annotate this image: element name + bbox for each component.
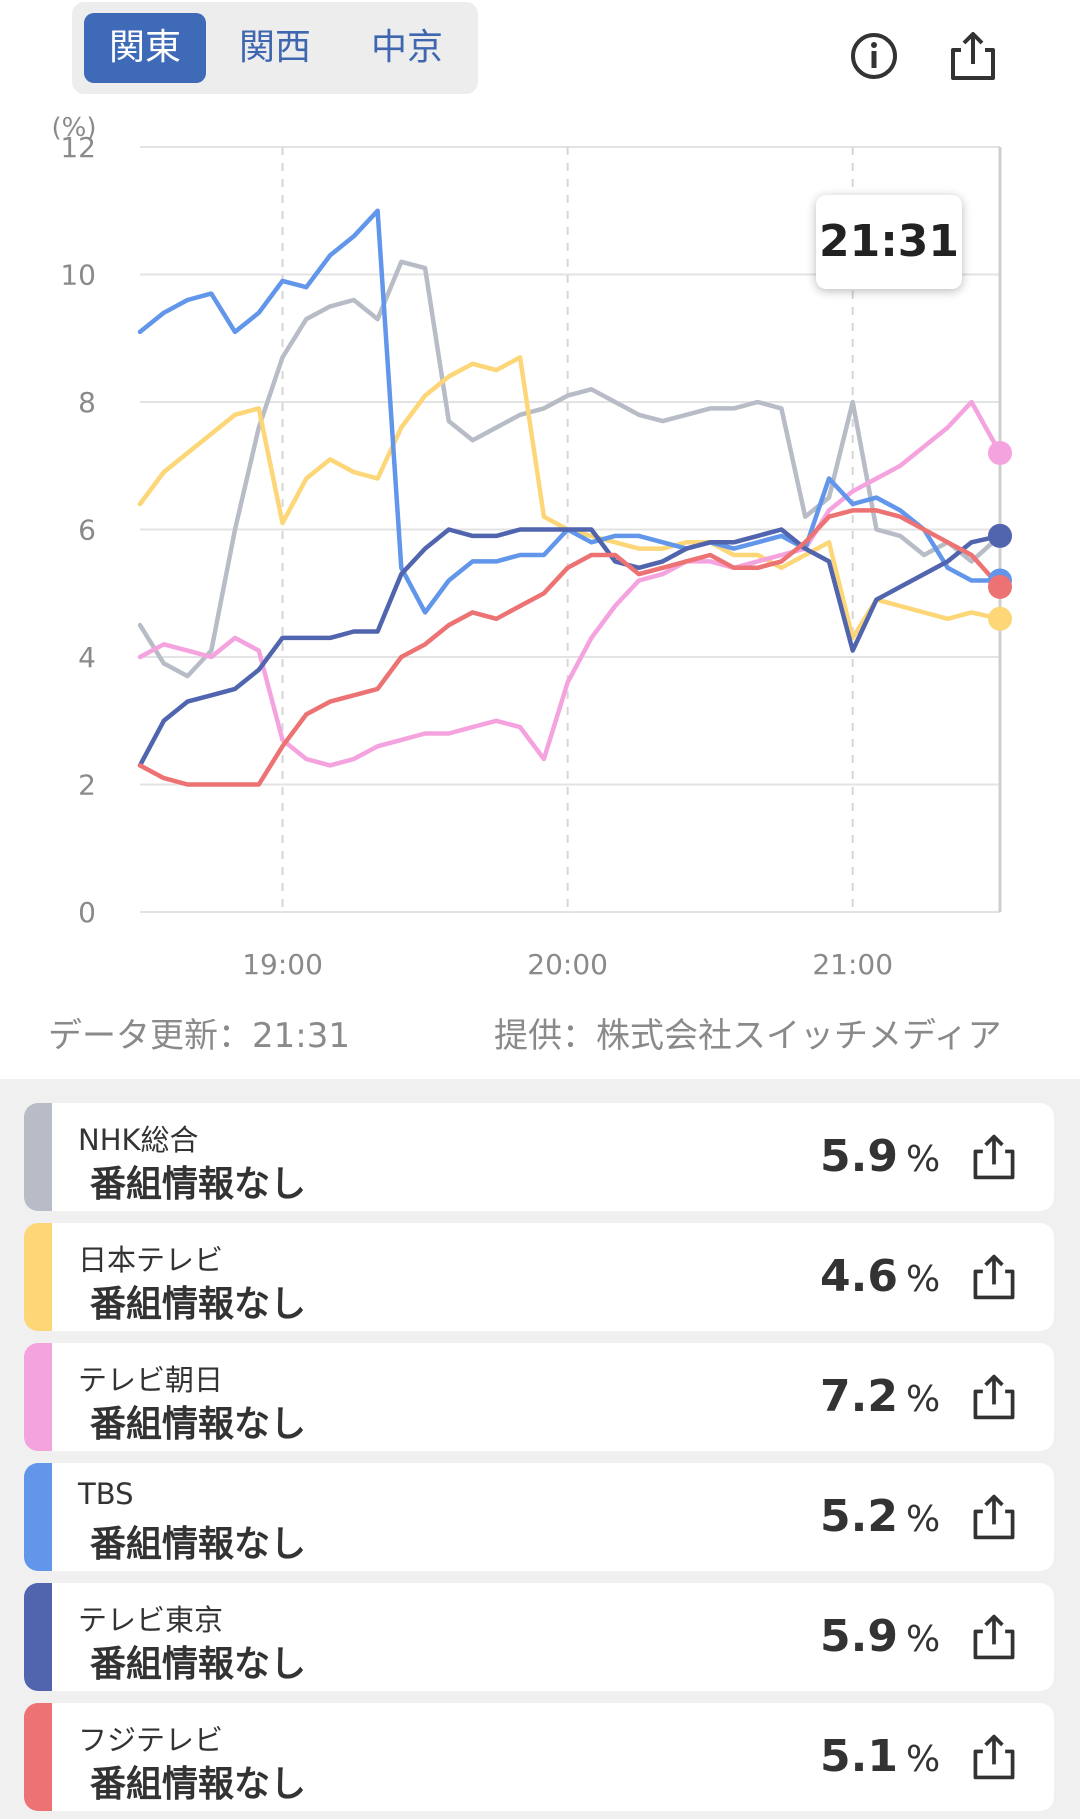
program-title: 番組情報なし <box>90 1284 307 1325</box>
series-line-0 <box>137 259 1003 679</box>
channel-color-stripe <box>24 1463 52 1571</box>
channel-color-stripe <box>24 1343 52 1451</box>
channel-name: NHK総合 <box>78 1123 199 1157</box>
line-chart: 0 2 4 6 8 10 12(%) 19:00 20:00 21:00 <box>52 113 1012 981</box>
rating-value: 7.2 <box>820 1371 898 1422</box>
x-tick-label: 21:00 <box>812 948 893 981</box>
y-tick-label: 8 <box>78 386 96 419</box>
y-tick-label: 2 <box>78 769 96 802</box>
rating-value: 5.1 <box>820 1731 898 1782</box>
series-line-2 <box>137 399 1003 768</box>
channel-color-stripe <box>24 1583 52 1691</box>
rating-value: 5.9 <box>820 1131 898 1182</box>
channel-name: フジテレビ <box>78 1723 224 1757</box>
share-icon[interactable] <box>968 1251 1020 1303</box>
series-end-dot-4 <box>988 523 1012 548</box>
y-tick-label: 6 <box>78 514 96 547</box>
channel-card-ntv[interactable]: 日本テレビ 番組情報なし 4.6 % <box>24 1223 1054 1331</box>
y-tick-label: 0 <box>78 896 96 929</box>
y-tick-label: 12 <box>60 131 96 164</box>
x-tick-label: 19:00 <box>242 948 323 981</box>
share-icon[interactable] <box>968 1731 1020 1783</box>
share-icon[interactable] <box>968 1371 1020 1423</box>
rating-unit: % <box>906 1379 941 1420</box>
rating-unit: % <box>906 1499 941 1540</box>
program-title: 番組情報なし <box>90 1644 307 1685</box>
channel-color-stripe <box>24 1103 52 1211</box>
program-title: 番組情報なし <box>90 1764 307 1805</box>
rating-value: 4.6 <box>820 1251 898 1302</box>
update-time: データ更新：21:31 <box>48 1016 350 1056</box>
ratings-chart: 0 2 4 6 8 10 12 (%) 19:00 20:00 21:00 21:31 <box>0 100 1080 1020</box>
series-end-dot-5 <box>988 574 1012 599</box>
channel-card-tbs[interactable]: TBS 番組情報なし 5.2 % <box>24 1463 1054 1571</box>
channel-list: NHK総合 番組情報なし 5.9 % 日本テレビ 番組情報なし 4.6 % テレ… <box>0 1079 1080 1819</box>
share-icon[interactable] <box>968 1611 1020 1663</box>
series-line-5 <box>137 508 1003 787</box>
series-end-dot-2 <box>988 441 1012 465</box>
program-title: 番組情報なし <box>90 1404 307 1445</box>
program-title: 番組情報なし <box>90 1524 307 1565</box>
time-tooltip: 21:31 <box>816 195 962 289</box>
rating-unit: % <box>906 1259 941 1300</box>
tab-kanto[interactable]: 関東 <box>84 13 206 83</box>
program-title: 番組情報なし <box>90 1164 307 1205</box>
region-tabs: 関東 関西 中京 <box>72 2 478 94</box>
y-tick-label: 4 <box>78 641 96 674</box>
rating-unit: % <box>906 1139 941 1180</box>
channel-color-stripe <box>24 1703 52 1811</box>
share-icon[interactable] <box>968 1131 1020 1183</box>
channel-card-fujitv[interactable]: フジテレビ 番組情報なし 5.1 % <box>24 1703 1054 1811</box>
channel-card-nhk[interactable]: NHK総合 番組情報なし 5.9 % <box>24 1103 1054 1211</box>
tab-chukyo[interactable]: 中京 <box>370 27 443 68</box>
data-provider: 提供：株式会社スイッチメディア <box>494 1016 1002 1056</box>
x-tick-label: 20:00 <box>527 948 608 981</box>
share-icon[interactable] <box>968 1491 1020 1543</box>
channel-name: テレビ朝日 <box>78 1363 224 1397</box>
channel-color-stripe <box>24 1223 52 1331</box>
info-icon[interactable] <box>846 28 902 84</box>
channel-name: TBS <box>78 1477 134 1511</box>
series-end-dot-1 <box>988 606 1012 631</box>
channel-name: 日本テレビ <box>78 1243 224 1277</box>
rating-unit: % <box>906 1619 941 1660</box>
channel-card-tvtokyo[interactable]: テレビ東京 番組情報なし 5.9 % <box>24 1583 1054 1691</box>
y-axis-label: (%) <box>52 113 97 143</box>
channel-card-tvasahi[interactable]: テレビ朝日 番組情報なし 7.2 % <box>24 1343 1054 1451</box>
share-icon[interactable] <box>945 28 1001 84</box>
rating-value: 5.2 <box>820 1491 898 1542</box>
rating-value: 5.9 <box>820 1611 898 1662</box>
y-tick-label: 10 <box>60 259 96 292</box>
channel-name: テレビ東京 <box>78 1603 224 1637</box>
series-line-4 <box>137 527 1003 768</box>
tab-kansai[interactable]: 関西 <box>238 27 311 68</box>
rating-unit: % <box>906 1739 941 1780</box>
